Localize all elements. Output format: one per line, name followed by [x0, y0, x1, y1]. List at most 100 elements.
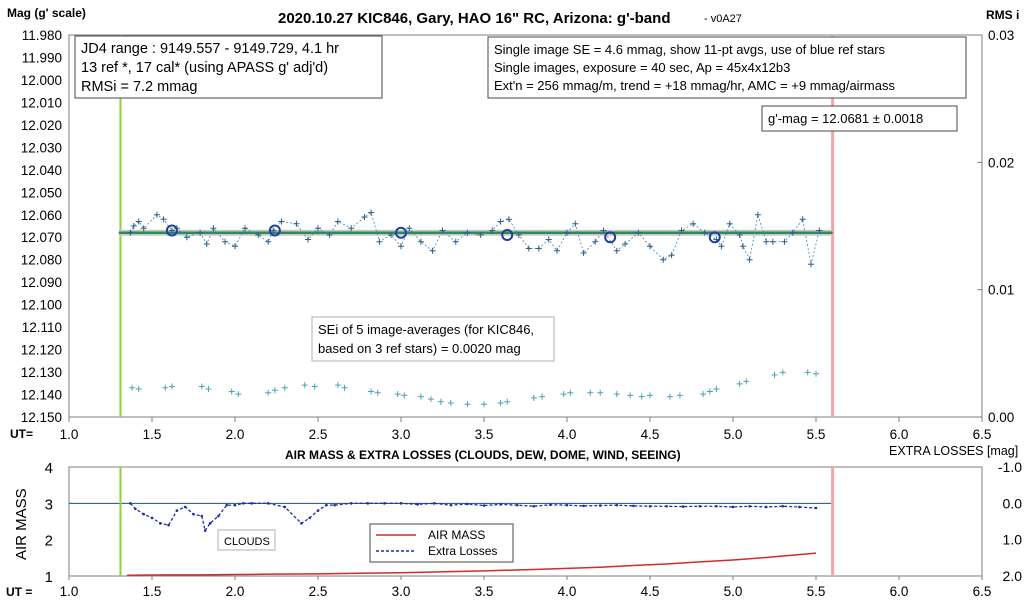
legend-airmass-label: AIR MASS [428, 528, 485, 542]
extra-losses-point [250, 502, 253, 505]
single-image-point [701, 229, 708, 236]
rms-point [228, 388, 235, 395]
single-image-point [718, 243, 725, 250]
top-chart-title: 2020.10.27 KIC846, Gary, HAO 16" RC, Ari… [278, 10, 670, 27]
bottom-x-axis-label: UT = [6, 585, 32, 599]
extra-losses-point [582, 504, 585, 508]
bottom-y2-tick-label: 2.0 [1003, 568, 1023, 584]
clouds-label: CLOUDS [224, 536, 270, 548]
extra-losses-point [192, 512, 195, 516]
result-box: g'-mag = 12.0681 ± 0.0018 [761, 105, 958, 132]
extra-losses-point [175, 509, 179, 512]
extra-losses-point [798, 505, 801, 509]
info-left-line-3: RMSi = 7.2 mmag [81, 79, 197, 95]
extra-losses-point [159, 522, 162, 525]
rms-point [341, 384, 348, 391]
top-x-tick-label: 6.5 [973, 427, 992, 442]
extra-losses-point [731, 505, 735, 509]
rms-point [135, 385, 142, 392]
rms-point [560, 391, 567, 398]
top-chart-version: - v0A27 [704, 13, 742, 25]
rms-point [613, 391, 620, 398]
single-image-point [278, 218, 285, 225]
single-image-point [505, 216, 512, 223]
top-y2-tick-label: 0.01 [988, 283, 1014, 298]
single-image-point [265, 238, 272, 245]
single-image-point [406, 225, 413, 232]
top-y-tick-label: 12.030 [21, 140, 62, 155]
top-y-tick-label: 12.000 [21, 73, 62, 88]
single-image-point [535, 245, 542, 252]
extra-losses-point [208, 522, 212, 525]
single-image-point [592, 238, 599, 245]
top-y-axis-label: Mag (g' scale) [7, 6, 86, 20]
rms-point [447, 399, 454, 406]
rms-point [587, 389, 594, 396]
rms-point [235, 391, 242, 398]
single-image-point [168, 227, 175, 234]
single-image-point [183, 234, 190, 241]
extra-losses-point [515, 503, 519, 507]
single-image-point [376, 238, 383, 245]
bottom-x-tick-label: 1.5 [143, 584, 162, 599]
single-image-point [497, 218, 504, 225]
top-x-tick-label: 3.0 [392, 427, 411, 442]
rms-point [706, 388, 713, 395]
bottom-y2-axis-label: EXTRA LOSSES [mag] [889, 444, 1018, 458]
top-y2-tick-label: 0.03 [988, 28, 1014, 43]
single-image-point [140, 225, 147, 232]
extra-losses-point [266, 502, 270, 505]
top-x-tick-label: 3.5 [475, 427, 494, 442]
single-image-point [305, 236, 312, 243]
top-y-tick-label: 11.980 [22, 28, 62, 43]
legend-extra-losses-label: Extra Losses [428, 544, 497, 558]
extra-losses-point [383, 502, 386, 505]
rms-point [205, 385, 212, 392]
info-right-line-1: Single image SE = 4.6 mmag, show 11-pt a… [494, 42, 886, 57]
single-image-point [334, 218, 341, 225]
single-image-point [726, 220, 733, 227]
rms-point [530, 394, 537, 401]
single-image-point [293, 220, 300, 227]
extra-losses-point [781, 504, 785, 508]
rms-point [647, 392, 653, 399]
rms-point [334, 382, 341, 389]
single-image-point [315, 225, 321, 232]
single-image-point [678, 227, 685, 234]
single-image-point [326, 231, 333, 238]
clouds-annotation: CLOUDS [217, 529, 276, 551]
average-point [395, 226, 407, 239]
single-image-point [222, 238, 229, 245]
bottom-y-tick-label: 2 [45, 533, 53, 550]
single-image-point [464, 229, 471, 236]
bottom-x-tick-label: 2.0 [226, 584, 245, 599]
extra-losses-point [316, 509, 320, 512]
rms-point [497, 399, 504, 406]
top-y2-tick-label: 0.02 [988, 155, 1014, 170]
single-image-point [368, 209, 375, 216]
single-image-point [739, 243, 746, 250]
single-image-point [361, 214, 368, 221]
average-point [501, 228, 514, 241]
single-image-point [417, 238, 424, 245]
rms-point [437, 398, 444, 405]
bottom-x-tick-label: 5.5 [807, 584, 826, 599]
top-y-tick-label: 12.140 [21, 388, 62, 403]
extra-losses-point [399, 502, 403, 505]
single-image-point [515, 231, 522, 238]
extra-losses-point [225, 503, 228, 507]
single-image-point [241, 225, 248, 232]
bottom-x-ticks: 1.0 1.5 2.0 2.5 3.0 3.5 4.0 4.5 5.0 5.5 6.0 6.5 [60, 576, 991, 599]
top-y-tick-label: 12.080 [21, 253, 62, 268]
extra-losses-point [129, 502, 132, 505]
bottom-y2-tick-label: 1.0 [1003, 532, 1023, 548]
rms-point [481, 401, 487, 408]
single-image-point [130, 223, 137, 229]
extra-losses-point [615, 503, 619, 507]
rms-point [417, 393, 424, 400]
single-image-point [613, 247, 620, 254]
top-x-ticks: 1.0 1.5 2.0 2.5 3.0 3.5 4.0 4.5 5.0 5.5 6.0 6.5 [60, 417, 992, 442]
bottom-y-tick-label: 1 [45, 569, 53, 586]
extra-losses-point [665, 504, 668, 508]
rms-point [627, 392, 634, 399]
